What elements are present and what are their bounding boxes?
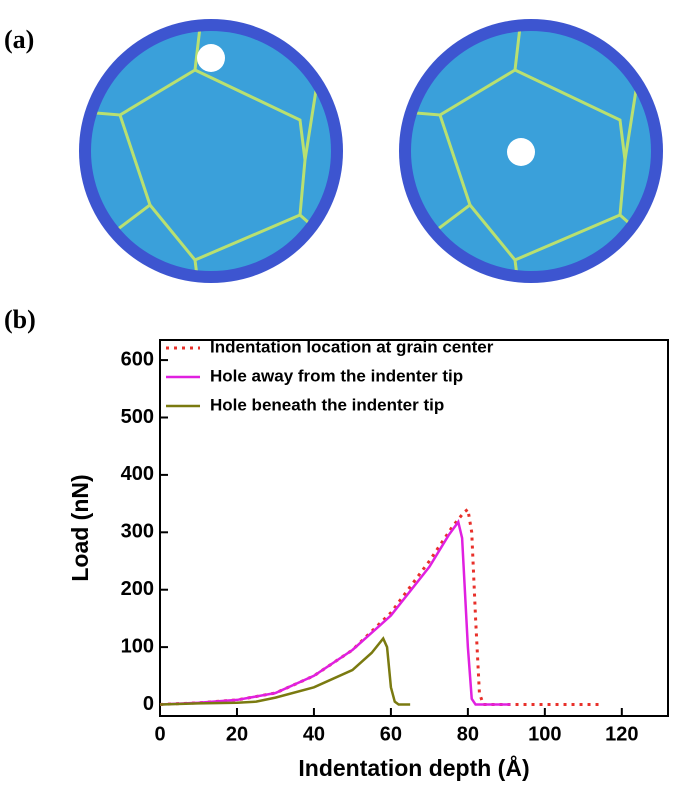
x-tick-label: 20 [226,723,248,745]
y-tick-label: 600 [121,348,154,370]
x-tick-label: 80 [457,723,479,745]
y-tick-label: 400 [121,463,154,485]
legend-label: Hole beneath the indenter tip [210,395,444,414]
data-line [159,519,511,706]
data-line [159,506,603,707]
legend-label: Hole away from the indenter tip [210,366,463,385]
x-tick-label: 100 [528,723,561,745]
y-tick-label: 100 [121,635,154,657]
x-tick-label: 0 [154,723,165,745]
y-axis-label: Load (nN) [67,474,93,581]
x-axis-label: Indentation depth (Å) [298,754,529,781]
grain-image-left [79,19,343,283]
x-tick-label: 60 [380,723,402,745]
grain-image-right [399,19,663,283]
panel-label: (b) [4,305,36,334]
x-tick-label: 120 [605,723,638,745]
y-tick-label: 200 [121,578,154,600]
panel-label: (a) [4,25,34,54]
y-tick-label: 500 [121,406,154,428]
y-tick-label: 300 [121,521,154,543]
legend-label: Indentation location at grain center [210,337,494,356]
x-tick-label: 40 [303,723,325,745]
plot-frame [159,339,669,717]
data-line [159,636,411,706]
y-tick-label: 0 [143,693,154,715]
